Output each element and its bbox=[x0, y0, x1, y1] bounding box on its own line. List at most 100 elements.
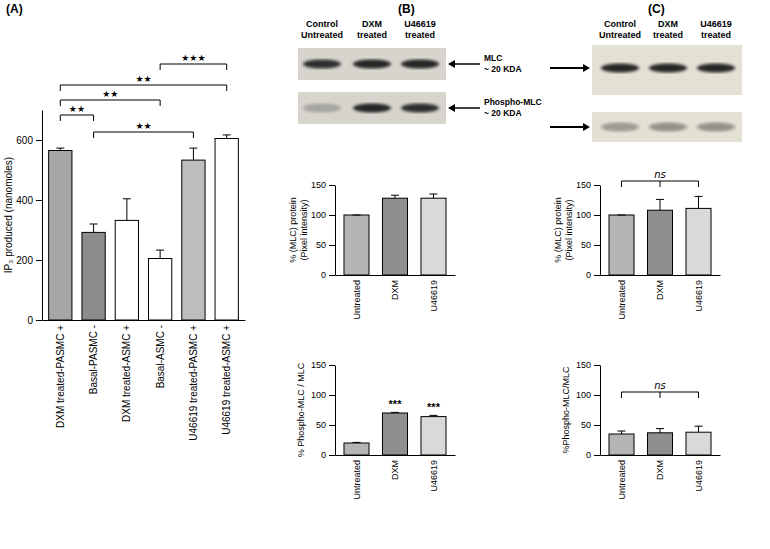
x-tick-label: DXM bbox=[390, 280, 400, 300]
bar-chart: 050100150UntreatedDXMU46619%Phospho-MLC/… bbox=[561, 360, 721, 499]
error-bar-cap bbox=[617, 431, 625, 432]
error-bar bbox=[391, 412, 399, 414]
x-tick: Untreated bbox=[617, 455, 627, 500]
y-tick: 0 bbox=[586, 450, 600, 460]
error-bar bbox=[90, 224, 98, 232]
y-axis: 050100150 bbox=[311, 360, 336, 460]
error-bar-stem bbox=[433, 194, 434, 198]
x-axis: Untreated DXM U46619 bbox=[601, 455, 721, 500]
y-axis: 050100150 bbox=[311, 180, 336, 280]
x-tick: Untreated bbox=[617, 275, 627, 320]
lane-label: Untreated bbox=[301, 30, 343, 40]
y-tick-mark bbox=[329, 395, 335, 396]
plot-area bbox=[344, 412, 446, 455]
lane-label: DXM bbox=[362, 19, 382, 29]
bracket-leg bbox=[698, 181, 699, 187]
blot-strip bbox=[298, 48, 446, 80]
bracket bbox=[60, 85, 226, 86]
x-tick-label: U46619 bbox=[694, 460, 704, 492]
x-tick: DXM bbox=[655, 275, 665, 300]
y-tick-label: 50 bbox=[316, 240, 326, 250]
x-tick-label: U46619 treated-PASMC + bbox=[188, 325, 199, 441]
bar bbox=[647, 433, 672, 455]
y-tick-mark bbox=[36, 320, 42, 321]
x-tick-label: Basal-ASMC - bbox=[155, 325, 166, 388]
blot-band bbox=[601, 123, 639, 132]
y-tick-label: 0 bbox=[586, 450, 591, 460]
y-tick-label: 600 bbox=[16, 135, 33, 146]
y-tick-mark bbox=[36, 140, 42, 141]
y-tick-label: 150 bbox=[576, 180, 591, 190]
blot-band bbox=[353, 60, 391, 69]
bracket-leg bbox=[660, 392, 661, 398]
x-tick-label: Untreated bbox=[352, 460, 362, 500]
significance: ★★ bbox=[60, 104, 93, 121]
bar bbox=[421, 198, 446, 275]
bracket-leg bbox=[160, 64, 161, 70]
bar bbox=[115, 220, 138, 320]
error-bar bbox=[352, 215, 360, 216]
y-tick-label: 100 bbox=[311, 210, 326, 220]
bracket-leg bbox=[160, 100, 161, 106]
bracket-leg bbox=[193, 132, 194, 138]
arrow-head bbox=[583, 123, 590, 131]
error-bar bbox=[617, 215, 625, 216]
blot-band bbox=[303, 104, 341, 113]
bar bbox=[382, 413, 407, 455]
error-bar-cap bbox=[430, 194, 438, 195]
x-tick: U46619 bbox=[429, 455, 439, 492]
lane-label: treated bbox=[405, 30, 435, 40]
y-tick-mark bbox=[594, 365, 600, 366]
x-tick: U46619 bbox=[694, 455, 704, 492]
y-axis-title: (Pixel intensity) bbox=[299, 199, 309, 260]
y-tick: 50 bbox=[316, 240, 335, 250]
y-tick-label: 100 bbox=[576, 390, 591, 400]
error-bar-stem bbox=[193, 148, 194, 160]
bar-chart: 0200400600DXM treated-PASMC +Basal-PASMC… bbox=[3, 53, 246, 441]
significance-label: ★★★ bbox=[181, 53, 205, 63]
x-tick: DXM treated-PASMC + bbox=[55, 320, 66, 428]
bar bbox=[609, 215, 634, 275]
error-bar bbox=[656, 429, 664, 433]
arrow-shaft bbox=[550, 67, 584, 69]
arrow-shaft bbox=[452, 63, 480, 65]
blot-strip bbox=[298, 92, 446, 124]
y-axis-line bbox=[42, 111, 43, 321]
y-tick-mark bbox=[329, 365, 335, 366]
band-label: MLC bbox=[484, 53, 502, 63]
y-axis-title: % (MLC) protein bbox=[553, 197, 563, 263]
x-tick-label: U46619 bbox=[429, 280, 439, 312]
x-tick-label: DXM treated-ASMC + bbox=[121, 325, 132, 422]
y-tick: 600 bbox=[16, 135, 42, 146]
error-bar-cap bbox=[695, 196, 703, 197]
significance-label: ns bbox=[654, 380, 666, 391]
y-tick-mark bbox=[594, 455, 600, 456]
error-bar-cap bbox=[90, 224, 98, 225]
y-tick: 50 bbox=[581, 420, 600, 430]
y-axis: 050100150 bbox=[576, 180, 601, 280]
significance: ★★ bbox=[94, 121, 194, 138]
bracket-leg bbox=[93, 132, 94, 138]
lane-label: Control bbox=[604, 19, 636, 29]
y-tick: 100 bbox=[576, 210, 600, 220]
blot-band bbox=[401, 104, 439, 113]
y-axis-line bbox=[335, 186, 336, 276]
significance-label: *** bbox=[389, 398, 403, 410]
x-tick: DXM bbox=[390, 455, 400, 480]
x-axis-line bbox=[601, 455, 721, 456]
error-bar bbox=[430, 194, 438, 198]
y-tick-mark bbox=[594, 245, 600, 246]
error-bar-stem bbox=[660, 199, 661, 210]
blot-band bbox=[649, 64, 687, 73]
x-tick: DXM bbox=[655, 455, 665, 480]
error-bar-cap bbox=[656, 428, 664, 429]
plot-area bbox=[609, 426, 711, 455]
y-axis-title: % (MLC) protein bbox=[288, 197, 298, 263]
x-tick-label: DXM bbox=[390, 460, 400, 480]
bar bbox=[382, 198, 407, 275]
y-tick-label: 100 bbox=[576, 210, 591, 220]
y-tick-mark bbox=[36, 260, 42, 261]
y-tick: 200 bbox=[16, 255, 42, 266]
figure: (A)(B)(C)0200400600DXM treated-PASMC +Ba… bbox=[0, 0, 770, 549]
significance: ns bbox=[621, 380, 698, 398]
